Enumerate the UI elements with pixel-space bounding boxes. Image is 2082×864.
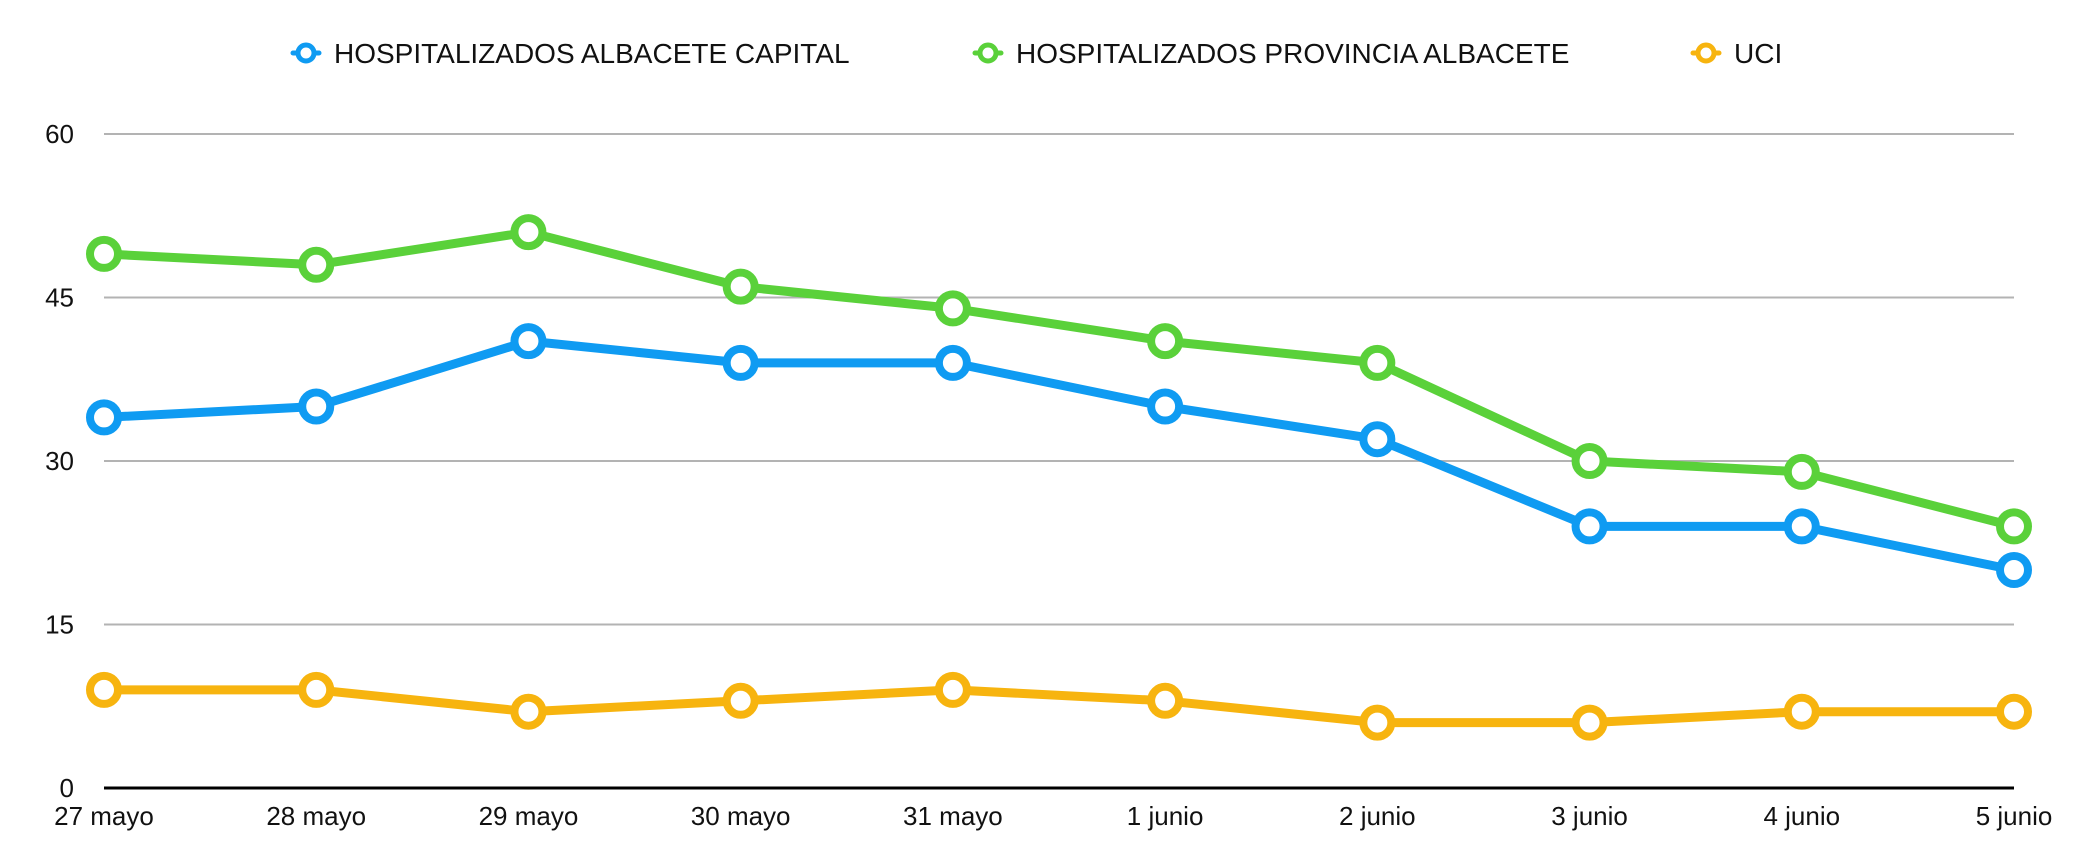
data-point [86, 235, 122, 272]
y-tick-label: 0 [60, 773, 74, 803]
x-tick-label: 31 mayo [903, 801, 1003, 831]
data-point [934, 671, 971, 708]
data-point [722, 268, 759, 305]
series-3 [86, 671, 2032, 741]
x-tick-label: 1 junio [1127, 801, 1204, 831]
y-axis: 0 15 30 45 60 [45, 119, 74, 803]
legend-marker [295, 42, 317, 64]
y-tick-label: 30 [45, 446, 74, 476]
series-group [86, 214, 2032, 741]
data-point [934, 344, 971, 381]
x-axis: 27 mayo 28 mayo 29 mayo 30 mayo 31 mayo 1 jun… [54, 801, 2052, 831]
data-point [86, 671, 122, 708]
data-point [1783, 693, 1820, 730]
x-tick-label: 4 junio [1763, 801, 1840, 831]
x-tick-label: 28 mayo [266, 801, 366, 831]
data-point [1571, 704, 1608, 741]
data-point [1359, 704, 1396, 741]
y-tick-label: 15 [45, 610, 74, 640]
y-tick-label: 60 [45, 119, 74, 149]
data-point [934, 290, 971, 327]
series-line [99, 336, 2019, 575]
legend-item: HOSPITALIZADOS PROVINCIA ALBACETE [972, 38, 1569, 69]
data-point [1359, 421, 1396, 458]
x-tick-label: 29 mayo [479, 801, 579, 831]
data-point [1783, 508, 1820, 545]
data-point [722, 344, 759, 381]
data-point [722, 682, 759, 719]
data-point [1783, 453, 1820, 490]
data-point [298, 246, 335, 283]
data-point [510, 323, 547, 360]
data-point [86, 399, 122, 436]
series-line [99, 227, 2019, 531]
data-point [298, 388, 335, 425]
legend-marker [1695, 42, 1717, 64]
data-point [1147, 682, 1184, 719]
series-1 [86, 323, 2032, 588]
data-point [1147, 323, 1184, 360]
data-point [1571, 443, 1608, 479]
legend-label: UCI [1734, 38, 1782, 69]
data-point [1571, 508, 1608, 545]
legend-item: HOSPITALIZADOS ALBACETE CAPITAL [290, 38, 850, 69]
data-point [1996, 693, 2032, 730]
x-tick-label: 27 mayo [54, 801, 154, 831]
x-tick-label: 2 junio [1339, 801, 1416, 831]
series-line [99, 685, 2019, 728]
data-point [1147, 388, 1184, 425]
legend-item: UCI [1690, 38, 1782, 69]
data-point [510, 693, 547, 730]
data-point [298, 671, 335, 708]
legend-label: HOSPITALIZADOS PROVINCIA ALBACETE [1016, 38, 1569, 69]
legend-label: HOSPITALIZADOS ALBACETE CAPITAL [334, 38, 850, 69]
y-tick-label: 45 [45, 283, 74, 313]
data-point [1996, 508, 2032, 545]
data-point [510, 214, 547, 251]
x-tick-label: 5 junio [1976, 801, 2053, 831]
data-point [1359, 344, 1396, 381]
x-tick-label: 30 mayo [691, 801, 791, 831]
series-2 [86, 214, 2032, 545]
legend-marker [977, 42, 999, 64]
grid-lines [104, 133, 2014, 790]
data-point [1996, 552, 2032, 588]
legend: HOSPITALIZADOS ALBACETE CAPITAL HOSPITALI… [290, 38, 1782, 69]
x-tick-label: 3 junio [1551, 801, 1628, 831]
